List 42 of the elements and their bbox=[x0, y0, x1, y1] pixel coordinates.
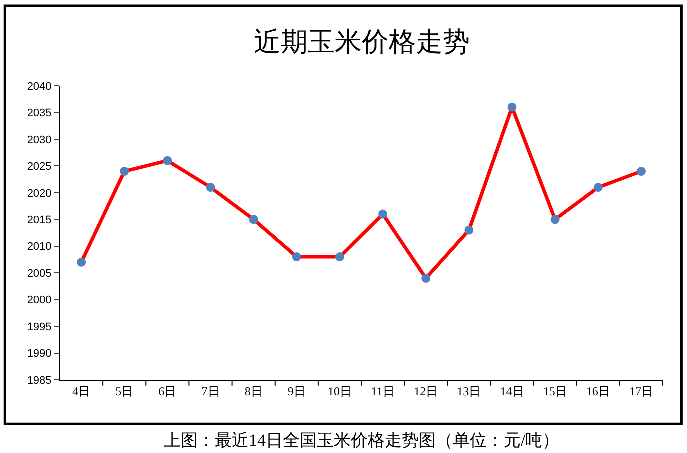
y-tick-label: 2030 bbox=[27, 134, 52, 146]
x-tick-label: 9日 bbox=[288, 384, 306, 398]
point bbox=[636, 167, 646, 176]
point bbox=[120, 167, 130, 176]
x-tick-label: 7日 bbox=[202, 384, 220, 398]
point bbox=[422, 274, 431, 283]
point bbox=[378, 210, 388, 219]
y-tick-label: 1995 bbox=[27, 321, 52, 334]
point bbox=[550, 215, 560, 224]
point bbox=[335, 252, 344, 262]
x-tick-label: 16日 bbox=[586, 384, 610, 398]
y-tick-label: 2035 bbox=[27, 108, 52, 120]
y-tick-label: 2025 bbox=[27, 161, 52, 174]
point bbox=[163, 156, 172, 166]
x-tick-label: 11日 bbox=[371, 384, 395, 398]
y-tick-label: 2015 bbox=[27, 214, 52, 226]
x-tick-label: 10日 bbox=[328, 384, 352, 398]
text: 上图：最近14日全国玉米价格走势图（单位：元/吨） bbox=[164, 431, 560, 450]
x-tick-label: 13日 bbox=[457, 384, 482, 398]
x-tick-label: 12日 bbox=[414, 384, 438, 398]
point bbox=[464, 226, 474, 235]
point bbox=[77, 258, 86, 267]
y-tick-label: 2000 bbox=[27, 294, 52, 307]
point bbox=[292, 252, 302, 262]
chart-title: 近期玉米价格走势 bbox=[254, 27, 470, 57]
x-tick-label: 14日 bbox=[500, 384, 524, 398]
x-tick-label: 8日 bbox=[244, 384, 263, 398]
y-tick-label: 1985 bbox=[27, 374, 52, 387]
x-tick-label: 17日 bbox=[629, 384, 654, 398]
point bbox=[206, 183, 216, 192]
y-tick-label: 2010 bbox=[27, 241, 52, 254]
point bbox=[249, 215, 258, 224]
x-tick-label: 15日 bbox=[543, 384, 568, 398]
point bbox=[508, 102, 517, 112]
x-tick-label: 5日 bbox=[116, 384, 134, 398]
y-tick-label: 2040 bbox=[27, 80, 52, 93]
y-tick-label: 2005 bbox=[27, 268, 52, 280]
y-tick-label: 2020 bbox=[27, 188, 52, 200]
x-tick-label: 4日 bbox=[72, 384, 91, 398]
point bbox=[594, 183, 603, 192]
x-tick-label: 6日 bbox=[158, 384, 177, 398]
y-tick-label: 1990 bbox=[27, 348, 52, 360]
